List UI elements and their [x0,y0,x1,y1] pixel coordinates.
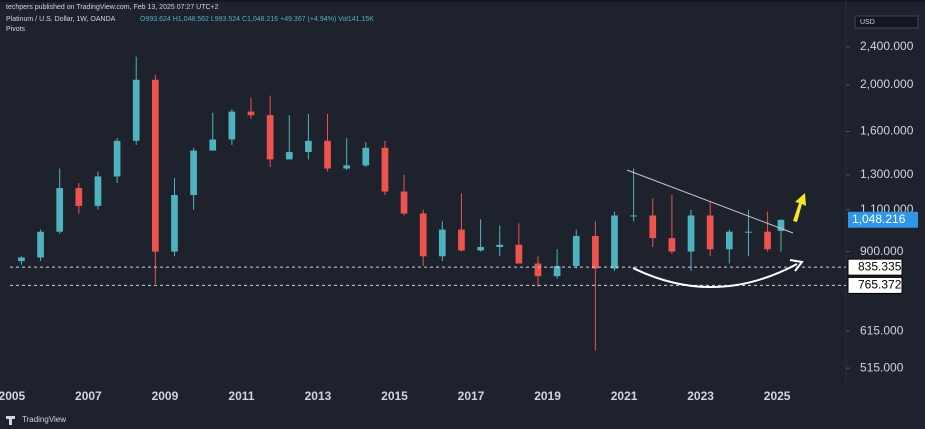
candle-body [113,140,121,177]
y-tick-label: 515.000 [860,360,904,374]
candle-body [190,150,197,196]
candle-body [152,79,159,252]
currency-box [854,15,919,29]
candle-body [611,215,618,269]
candle-body [438,229,446,257]
candle-body [458,229,465,251]
quote: O993.624 H1,048.562 L993.524 C1,048.216 … [140,16,374,23]
x-tick-label: 2013 [305,389,332,403]
x-tick-label: 2015 [381,389,408,403]
candle-body [668,238,676,252]
chart-title: Platinum / U.S. Dollar, 1W, OANDA [6,16,116,23]
candle-body [553,265,561,277]
candle-body [56,188,64,232]
last-price-label: 1,048.216 [852,212,906,226]
x-tick-label: 2005 [0,389,26,403]
candle-body [132,79,140,141]
price-label-box [847,276,903,294]
y-tick-label: 2,000.000 [860,77,914,91]
candle-body [687,215,695,252]
candle-body [649,215,657,239]
candle-body [324,140,331,169]
candle-body [171,195,178,252]
candle-body [94,176,102,206]
price-label-box [847,258,903,276]
arc-arrow [789,259,804,272]
candle-body [592,235,599,269]
candle-body [37,231,44,258]
y-tick-label: 1,600.000 [860,124,914,138]
arc [632,263,798,288]
candle-body [266,115,274,160]
currency: USD [860,19,875,26]
logo [6,416,15,425]
candle-body [18,257,25,262]
candle-body [630,215,637,217]
x-tick-label: 2017 [458,389,485,403]
candle-body [247,111,255,116]
candle-body [572,235,580,266]
x-tick-label: 2021 [611,389,638,403]
candle-body [534,263,542,277]
candle-body [209,139,217,151]
up-arrow [793,193,806,222]
top-border [0,0,925,2]
candle-body [305,140,312,153]
y-tick-label: 900.000 [860,244,904,258]
x-tick-label: 2007 [75,389,102,403]
publisher: techpers published on TradingView.com, F… [6,4,219,11]
y-tick-label: 2,400.000 [860,39,914,53]
indicator: Pivots [6,26,26,33]
candle-body [285,152,293,160]
candle-body [419,213,427,257]
candle-body [477,247,484,251]
price-label: 835.335 [858,259,902,273]
candle-body [725,231,733,250]
candle-body [764,231,771,250]
candle-body [381,147,389,192]
y-tick-label: 1,300.000 [860,167,914,181]
candle-body [228,111,236,140]
candle-body [343,165,351,169]
trend-line [626,169,794,234]
candle-body [777,219,785,231]
last-price-box [848,211,918,228]
x-tick-label: 2019 [534,389,561,403]
x-tick-label: 2011 [228,389,254,403]
x-tick-label: 2009 [152,389,179,403]
marks: 515.000615.000900.0001,100.0001,300.0001… [0,39,918,403]
candle-body [515,244,523,264]
candle-body [400,191,408,214]
price-label: 765.372 [858,278,902,292]
candle-body [496,244,504,248]
candle-body [745,231,752,233]
y-tick-label: 615.000 [860,323,904,337]
candle-body [75,188,83,206]
candle-body [362,147,370,166]
x-tick-label: 2025 [764,389,791,403]
x-tick-label: 2023 [687,389,714,403]
footer: TradingView [22,415,66,424]
candle-body [706,215,714,250]
